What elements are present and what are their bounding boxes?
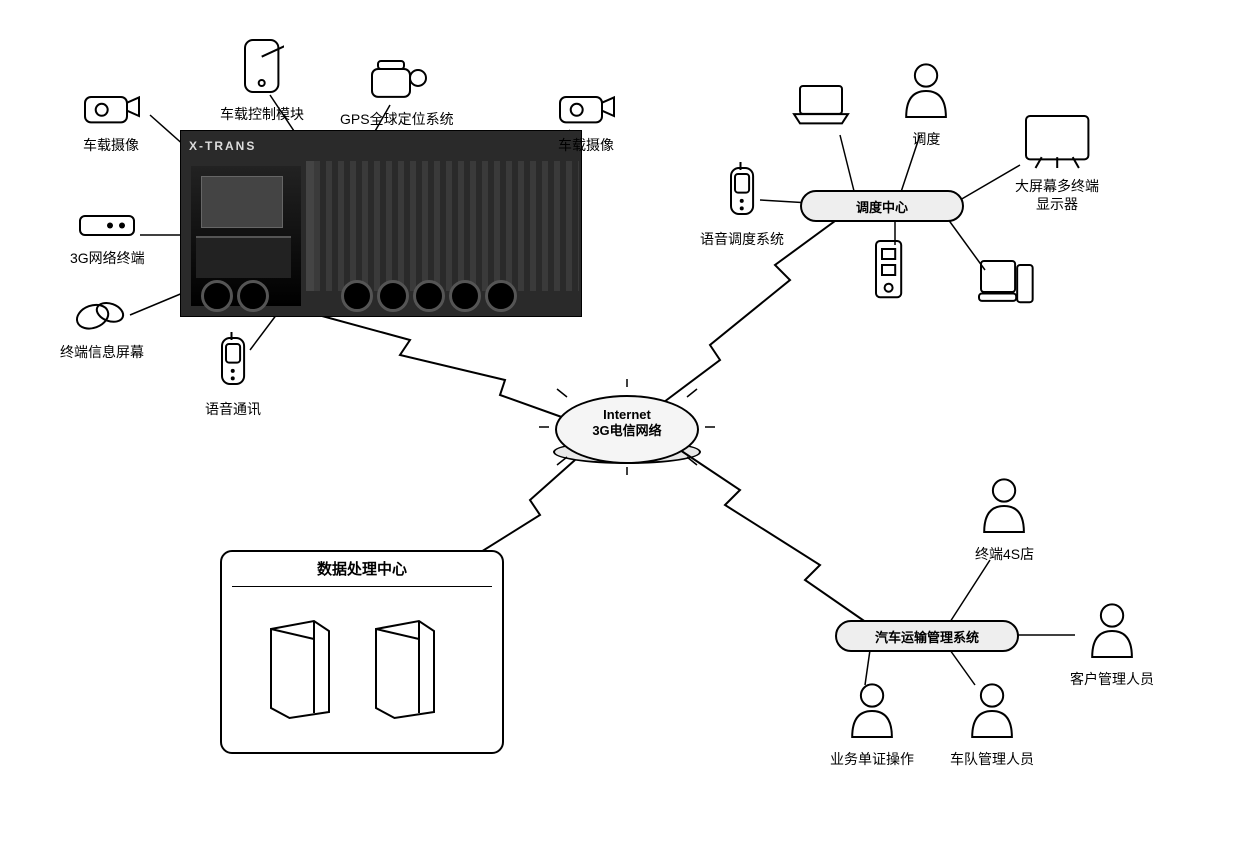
big-screen-node: 大屏幕多终端显示器: [1015, 110, 1099, 213]
4s-shop-label: 终端4S店: [975, 544, 1034, 564]
person-icon: [846, 680, 899, 747]
camera-icon: [555, 85, 617, 133]
camera-left-label: 车载摄像: [80, 135, 142, 155]
voice-dispatch-label: 语音调度系统: [700, 229, 784, 249]
laptop-icon: [790, 80, 852, 132]
walkie-icon: [725, 160, 759, 227]
dispatch-center-capsule: 调度中心: [800, 190, 964, 222]
camera-right-node: 车载摄像: [555, 85, 617, 155]
info-screen-label: 终端信息屏幕: [60, 342, 144, 362]
internet-hub: Internet 3G电信网络: [555, 395, 699, 464]
fleet-mgr-label: 车队管理人员: [950, 749, 1034, 769]
data-center-server-2: [370, 615, 440, 725]
screen-icon: [1020, 110, 1094, 177]
data-center-server-1: [265, 615, 335, 725]
info-screen-node: 终端信息屏幕: [60, 295, 144, 362]
projector-icon: [366, 55, 428, 107]
person-icon: [978, 475, 1031, 542]
biz-doc-node: 业务单证操作: [830, 680, 914, 769]
big-screen-label-2: 显示器: [1015, 195, 1099, 213]
server-node: [870, 235, 907, 308]
terminal-node: [975, 255, 1037, 316]
camera-left-node: 车载摄像: [80, 85, 142, 155]
voice-dispatch-node: 语音调度系统: [700, 160, 784, 249]
phone-icon: [216, 330, 250, 397]
big-screen-label: 大屏幕多终端: [1015, 177, 1099, 195]
modem-icon: [76, 210, 138, 246]
control-module-label: 车载控制模块: [220, 104, 304, 124]
connector-10: [960, 165, 1020, 200]
voice-comm-node: 语音通讯: [205, 330, 261, 419]
4s-shop-node: 终端4S店: [975, 475, 1034, 564]
gps-node: GPS全球定位系统: [340, 55, 454, 129]
tower-icon: [870, 235, 907, 308]
edge-hub-transport: [680, 450, 870, 625]
customer-node: 客户管理人员: [1070, 600, 1154, 689]
network-3g-label: 3G网络终端: [70, 248, 145, 268]
truck-photo: X-TRANS: [180, 130, 582, 317]
dispatch-center-label: 调度中心: [856, 197, 908, 216]
voice-comm-label: 语音通讯: [205, 399, 261, 419]
transport-system-label: 汽车运输管理系统: [875, 627, 979, 646]
hub-ticks-icon: [539, 379, 715, 475]
gps-label: GPS全球定位系统: [340, 109, 454, 129]
edge-hub-truck: [300, 310, 570, 420]
control-module-node: 车载控制模块: [220, 35, 304, 124]
desktop-icon: [975, 255, 1037, 316]
dispatcher-label: 调度: [900, 129, 953, 149]
person-icon: [900, 60, 953, 127]
person-icon: [1086, 600, 1139, 667]
flip-phone-icon: [74, 295, 130, 340]
fleet-mgr-node: 车队管理人员: [950, 680, 1034, 769]
camera-right-label: 车载摄像: [555, 135, 617, 155]
laptop-node: [790, 80, 852, 132]
data-center-box: 数据处理中心: [220, 550, 504, 754]
person-icon: [966, 680, 1019, 747]
data-center-title: 数据处理中心: [222, 552, 502, 583]
network-3g-node: 3G网络终端: [70, 210, 145, 268]
transport-system-capsule: 汽车运输管理系统: [835, 620, 1019, 652]
tablet-icon: [240, 35, 283, 102]
camera-icon: [80, 85, 142, 133]
connector-13: [950, 560, 990, 622]
biz-doc-label: 业务单证操作: [830, 749, 914, 769]
truck-brand: X-TRANS: [189, 139, 256, 153]
dispatcher-node: 调度: [900, 60, 953, 149]
customer-label: 客户管理人员: [1070, 669, 1154, 689]
connector-8: [840, 135, 855, 195]
